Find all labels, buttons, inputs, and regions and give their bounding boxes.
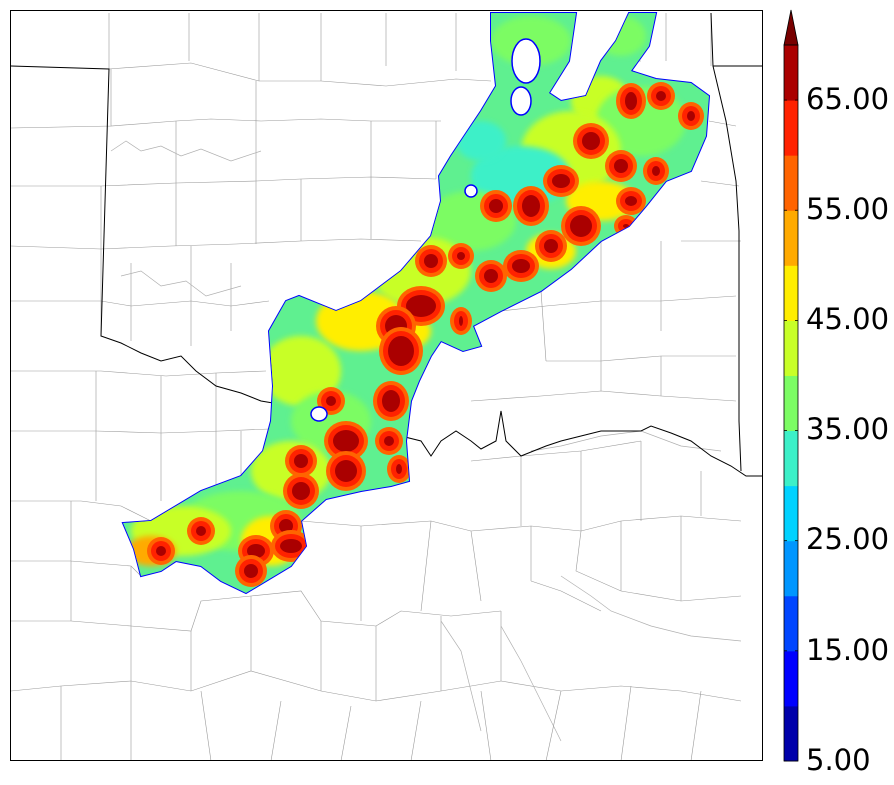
reflectivity-core-inner xyxy=(244,564,258,578)
reflectivity-core-inner xyxy=(396,464,402,474)
colorbar-block xyxy=(784,430,798,487)
reflectivity-core-inner xyxy=(522,195,540,217)
reflectivity-core-inner xyxy=(294,454,308,468)
reflectivity-core-inner xyxy=(279,519,293,533)
reflectivity-core-inner xyxy=(582,132,600,150)
reflectivity-cell xyxy=(456,121,506,161)
county-boundaries xyxy=(11,13,742,760)
reflectivity-core-inner xyxy=(489,199,503,213)
colorbar-blocks xyxy=(784,45,798,762)
reflectivity-core-inner xyxy=(457,252,465,260)
map-panel xyxy=(10,10,763,761)
reflectivity-core-inner xyxy=(687,111,695,121)
colorbar-label-35: 35.00 xyxy=(806,412,890,446)
colorbar-label-55: 55.00 xyxy=(806,192,890,226)
reflectivity-core-inner xyxy=(625,92,637,110)
colorbar-block xyxy=(784,540,798,597)
colorbar-label-65: 65.00 xyxy=(806,82,890,116)
reflectivity-core-inner xyxy=(326,396,336,406)
colorbar-extend-arrow xyxy=(783,9,799,46)
reflectivity-core-inner xyxy=(544,239,558,253)
reflectivity-core-inner xyxy=(406,295,436,317)
swath-gap xyxy=(511,38,541,84)
map-canvas xyxy=(11,12,762,760)
colorbar-label-25: 25.00 xyxy=(806,522,890,556)
reflectivity-core-inner xyxy=(280,539,302,553)
reflectivity-core-inner xyxy=(156,546,166,556)
river-lines xyxy=(110,140,742,742)
reflectivity-core-inner xyxy=(335,460,357,482)
swath-gap xyxy=(464,184,478,198)
reflectivity-core-inner xyxy=(382,390,400,412)
reflectivity-core-inner xyxy=(512,259,530,273)
colorbar-block xyxy=(784,100,798,156)
colorbar-ticks xyxy=(784,99,798,762)
reflectivity-core-inner xyxy=(625,196,637,206)
colorbar-block xyxy=(784,320,798,376)
reflectivity-core-inner xyxy=(652,166,660,176)
reflectivity-core-inner xyxy=(247,544,265,558)
colorbar-block xyxy=(784,210,798,266)
reflectivity-core-inner xyxy=(196,526,206,536)
colorbar-block xyxy=(784,650,798,707)
reflectivity-core-inner xyxy=(570,215,592,237)
colorbar-label-45: 45.00 xyxy=(806,302,890,336)
colorbar-block xyxy=(784,485,798,542)
colorbar-block xyxy=(784,705,798,762)
reflectivity-core-inner xyxy=(459,316,463,326)
swath-gap xyxy=(310,406,328,422)
reflectivity-core-inner xyxy=(333,430,359,452)
reflectivity-core-inner xyxy=(388,336,414,366)
colorbar-label-15: 15.00 xyxy=(806,633,890,667)
colorbar-block xyxy=(784,265,798,321)
reflectivity-core-inner xyxy=(384,436,394,446)
colorbar-label-5: 5.00 xyxy=(806,743,871,777)
colorbar-block xyxy=(784,155,798,211)
swath-gap xyxy=(510,86,532,116)
reflectivity-core-inner xyxy=(552,174,570,188)
reflectivity-core-inner xyxy=(292,482,310,500)
state-boundaries xyxy=(11,12,762,477)
colorbar-block xyxy=(784,595,798,652)
colorbar-block xyxy=(784,45,798,101)
reflectivity-core-inner xyxy=(424,254,438,268)
colorbar-frame xyxy=(783,44,799,762)
colorbar-block xyxy=(784,375,798,432)
reflectivity-core-inner xyxy=(656,91,666,101)
reflectivity-core-inner xyxy=(614,159,628,173)
reflectivity-core-inner xyxy=(484,269,498,283)
reflectivity-cell xyxy=(261,336,341,406)
